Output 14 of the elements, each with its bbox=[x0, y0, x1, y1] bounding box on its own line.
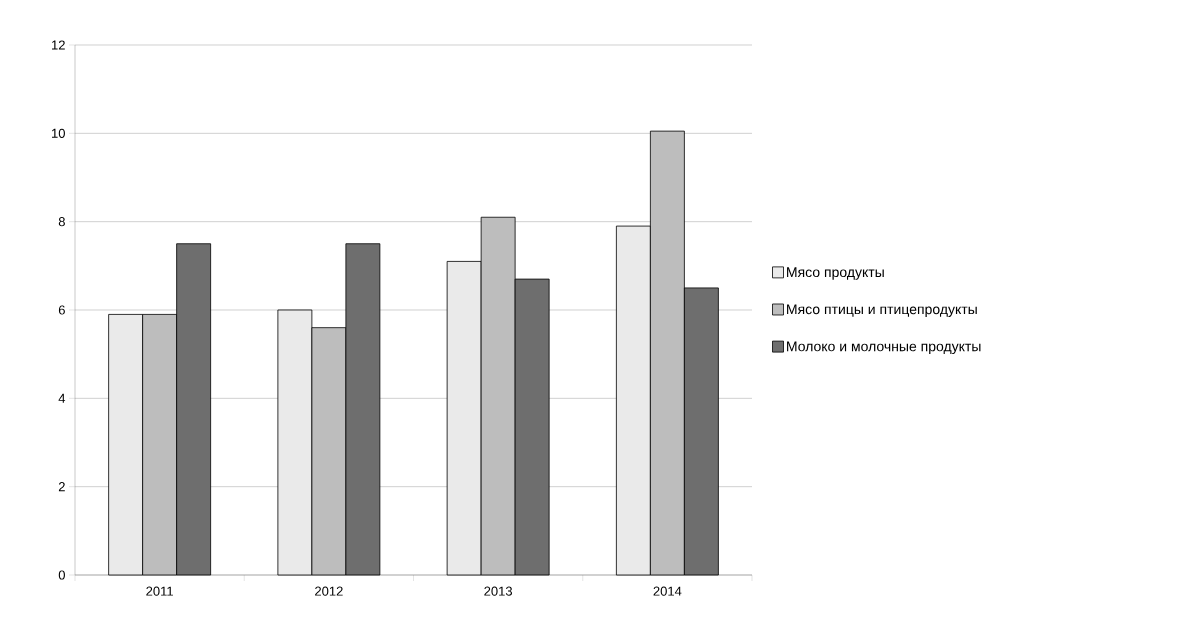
y-tick-label: 10 bbox=[52, 128, 65, 138]
x-tick-label: 2013 bbox=[484, 586, 513, 596]
y-tick-label: 6 bbox=[58, 305, 65, 315]
x-tick-label: 2012 bbox=[315, 586, 343, 596]
x-tick-label: 2011 bbox=[146, 586, 173, 596]
x-tick-label: 2014 bbox=[653, 586, 682, 596]
y-tick-label: 2 bbox=[58, 482, 65, 492]
legend-label: Мясо продукты bbox=[787, 267, 884, 280]
y-tick-label: 8 bbox=[58, 217, 65, 227]
y-tick-label: 12 bbox=[52, 40, 65, 50]
y-tick-label: 4 bbox=[58, 393, 66, 403]
y-tick-label: 0 bbox=[58, 570, 65, 580]
legend-label: Молоко и молочные продукты bbox=[787, 341, 981, 355]
legend-label: Мясо птицы и птицепродукты bbox=[787, 304, 977, 317]
